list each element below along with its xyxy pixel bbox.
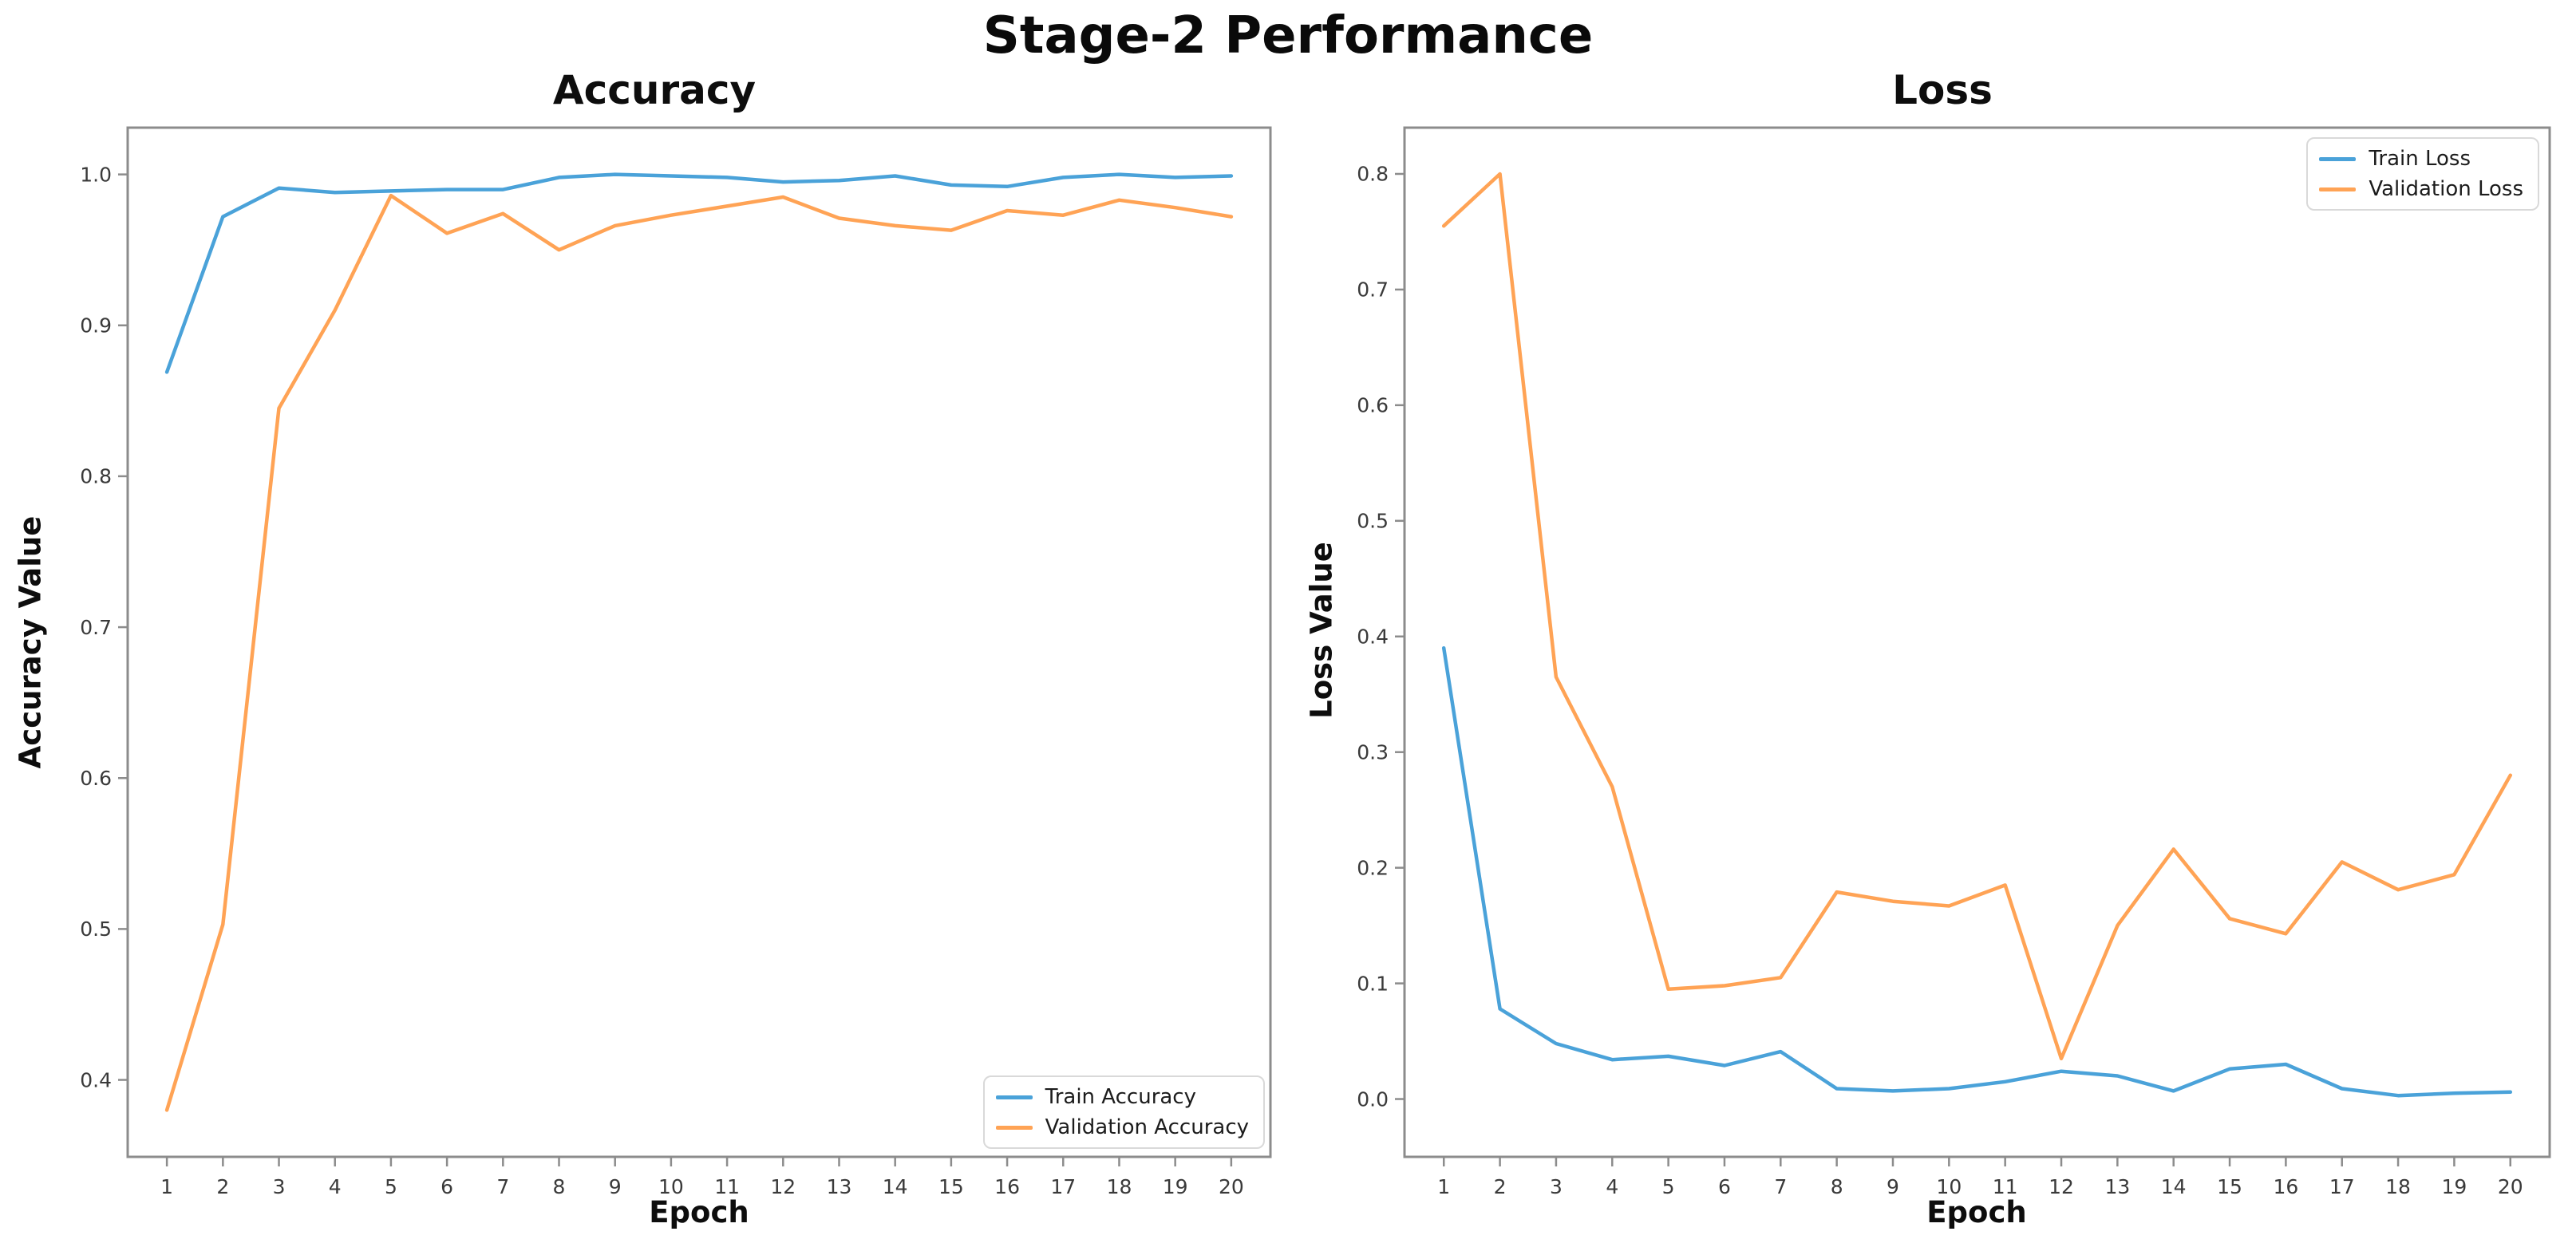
x-tick-label: 9 <box>609 1175 622 1198</box>
x-tick-label: 10 <box>658 1175 684 1198</box>
x-tick-label: 18 <box>1107 1175 1132 1198</box>
accuracy-plot-canvas: 1 2 3 4 5 6 7 8 9 10 11 12 13 14 15 16 17 18 19 200.40.50.6… <box>80 126 1272 1198</box>
loss-legend: Train Loss Validation Loss <box>2306 137 2539 211</box>
validation-loss-legend-swatch <box>2319 187 2357 191</box>
x-tick-label: 20 <box>2498 1175 2523 1198</box>
x-tick-label: 14 <box>883 1175 908 1198</box>
y-tick-label: 0.4 <box>80 1068 112 1091</box>
x-tick-label: 3 <box>1550 1175 1563 1198</box>
y-tick-label: 0.3 <box>1357 740 1389 764</box>
x-tick-label: 6 <box>1718 1175 1731 1198</box>
validation-loss-line <box>1441 172 2513 1061</box>
train-accuracy-legend-label: Train Accuracy <box>1045 1085 1196 1109</box>
validation-accuracy-legend-swatch <box>995 1125 1033 1130</box>
loss-y-axis-label: Loss Value <box>1304 542 1339 719</box>
x-tick-label: 7 <box>496 1175 509 1198</box>
validation-accuracy-legend-entry: Validation Accuracy <box>995 1115 1249 1139</box>
y-tick-label: 1.0 <box>80 163 112 186</box>
train-accuracy-legend-entry: Train Accuracy <box>995 1085 1249 1109</box>
validation-accuracy-legend-label: Validation Accuracy <box>1045 1115 1249 1139</box>
train-loss-line <box>1441 645 2513 1098</box>
validation-loss-legend-label: Validation Loss <box>2369 177 2523 201</box>
x-tick-label: 8 <box>1831 1175 1843 1198</box>
x-tick-label: 16 <box>994 1175 1020 1198</box>
x-tick-label: 14 <box>2161 1175 2187 1198</box>
y-tick-label: 0.0 <box>1357 1087 1389 1111</box>
x-tick-label: 10 <box>1936 1175 1962 1198</box>
y-tick-label: 0.5 <box>1357 510 1389 533</box>
x-tick-label: 19 <box>1163 1175 1188 1198</box>
y-tick-label: 0.7 <box>1357 278 1389 302</box>
figure-title: Stage-2 Performance <box>982 6 1594 65</box>
x-tick-label: 4 <box>329 1175 342 1198</box>
train-accuracy-line <box>164 172 1234 374</box>
y-tick-label: 0.7 <box>80 616 112 639</box>
train-loss-legend-label: Train Loss <box>2369 147 2471 171</box>
x-tick-label: 5 <box>1662 1175 1675 1198</box>
x-tick-label: 17 <box>1050 1175 1076 1198</box>
accuracy-x-axis-label: Epoch <box>649 1195 749 1229</box>
loss-plot-canvas: 1 2 3 4 5 6 7 8 9 10 11 12 13 14 15 16 17 18 19 200.00.10.2… <box>1357 126 2551 1198</box>
x-tick-label: 20 <box>1219 1175 1244 1198</box>
train-loss-legend-entry: Train Loss <box>2319 147 2523 171</box>
x-tick-label: 11 <box>1993 1175 2018 1198</box>
x-tick-label: 1 <box>160 1175 173 1198</box>
x-tick-label: 11 <box>714 1175 740 1198</box>
x-tick-label: 3 <box>273 1175 286 1198</box>
x-tick-label: 15 <box>938 1175 964 1198</box>
y-tick-label: 0.5 <box>80 918 112 941</box>
loss-subplot: 1 2 3 4 5 6 7 8 9 10 11 12 13 14 15 16 17 18 19 20 0.0 0.1 0.2… <box>1305 0 2576 1251</box>
y-tick-label: 0.6 <box>80 767 112 790</box>
y-tick-label: 0.4 <box>1357 626 1389 649</box>
train-accuracy-legend-swatch <box>995 1095 1033 1099</box>
accuracy-legend: Train Accuracy Validation Accuracy <box>982 1075 1265 1149</box>
x-tick-label: 12 <box>770 1175 796 1198</box>
x-tick-label: 19 <box>2442 1175 2467 1198</box>
y-tick-label: 0.1 <box>1357 972 1389 995</box>
y-tick-label: 0.8 <box>80 465 112 488</box>
loss-axes-frame <box>1403 126 2551 1158</box>
y-tick-label: 0.6 <box>1357 394 1389 417</box>
x-tick-label: 12 <box>2049 1175 2074 1198</box>
validation-accuracy-line <box>164 193 1234 1112</box>
x-tick-label: 1 <box>1437 1175 1450 1198</box>
x-tick-label: 5 <box>385 1175 397 1198</box>
x-tick-label: 15 <box>2217 1175 2242 1198</box>
accuracy-axes-frame <box>126 126 1272 1158</box>
validation-loss-legend-entry: Validation Loss <box>2319 177 2523 201</box>
x-tick-label: 2 <box>1494 1175 1507 1198</box>
loss-plot-title: Loss <box>1892 67 1993 113</box>
x-tick-label: 13 <box>2104 1175 2130 1198</box>
accuracy-plot-title: Accuracy <box>552 67 757 113</box>
train-loss-legend-swatch <box>2319 156 2357 161</box>
accuracy-y-axis-label: Accuracy Value <box>13 515 48 769</box>
x-tick-label: 13 <box>827 1175 852 1198</box>
y-tick-label: 0.9 <box>80 314 112 337</box>
loss-x-axis-label: Epoch <box>1926 1195 2027 1229</box>
x-tick-label: 6 <box>441 1175 453 1198</box>
x-tick-label: 2 <box>216 1175 229 1198</box>
x-tick-label: 18 <box>2385 1175 2411 1198</box>
x-tick-label: 16 <box>2273 1175 2298 1198</box>
x-tick-label: 4 <box>1606 1175 1618 1198</box>
x-tick-label: 9 <box>1887 1175 1899 1198</box>
x-tick-label: 8 <box>553 1175 566 1198</box>
x-tick-label: 7 <box>1774 1175 1787 1198</box>
x-tick-label: 17 <box>2329 1175 2355 1198</box>
y-tick-label: 0.8 <box>1357 163 1389 186</box>
y-tick-label: 0.2 <box>1357 856 1389 879</box>
accuracy-subplot: 1 2 3 4 5 6 7 8 9 10 11 12 13 14 15 16 17 18 19 20 0.4 0.5 0.6… <box>13 67 1272 1229</box>
